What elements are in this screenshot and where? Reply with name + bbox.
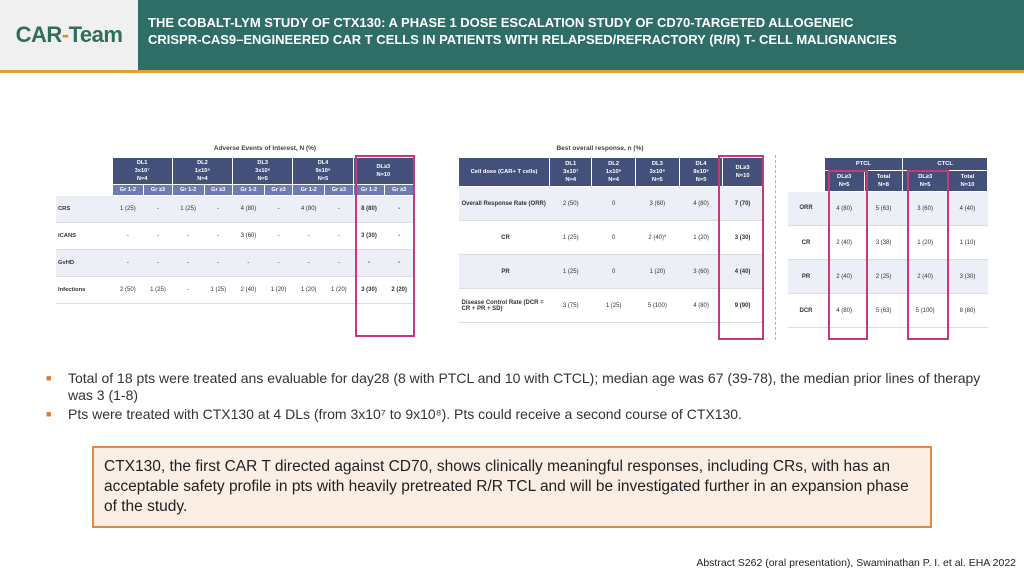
- pc-col: Total N=8: [863, 170, 904, 192]
- pc-col: DL≥3 N=5: [902, 170, 948, 192]
- adverse-events-table: DL1 3x10⁷ N=4 DL2 1x10⁸ N=4 DL3 3x10⁸ N=5 DL4 9…: [56, 157, 415, 304]
- table-row: DCR 4 (80) 5 (63) 5 (100) 8 (80): [788, 293, 988, 328]
- title-line-1: THE COBALT-LYM STUDY OF CTX130: A PHASE …: [148, 15, 854, 30]
- logo-box: CAR-Team: [0, 0, 138, 70]
- bor-col-dl1: DL1 3x10⁷ N=4: [548, 157, 593, 187]
- bullet-list: ■ Total of 18 pts were treated ans evalu…: [46, 370, 996, 425]
- list-item: ■ Pts were treated with CTX130 at 4 DLs …: [46, 406, 742, 422]
- title-line-2: CRISPR-CAS9–ENGINEERED CAR T CELLS IN PA…: [148, 32, 897, 47]
- bor-header-label: Cell dose (CAR+ T cells): [458, 157, 550, 187]
- ae-sub-gr3: Gr ≥3: [324, 184, 354, 196]
- ae-sub-gr3: Gr ≥3: [263, 184, 294, 196]
- ae-group-dl3: DL3 3x10⁸ N=5: [232, 157, 294, 185]
- ae-highlight-box: [355, 155, 415, 337]
- table-row: CRS 1 (25) - 1 (25) - 4 (80) - 4 (80) - 8 (8…: [56, 195, 414, 223]
- best-overall-response-table: Cell dose (CAR+ T cells) DL1 3x10⁷ N=4 DL2…: [458, 157, 763, 323]
- ae-sub-gr12: Gr 1-2: [292, 184, 326, 196]
- ae-corner: [56, 158, 112, 185]
- ptcl-header: PTCL: [823, 157, 904, 171]
- ae-sub-gr3: Gr ≥3: [203, 184, 234, 196]
- table-row: ORR 4 (80) 5 (63) 3 (60) 4 (40): [788, 191, 988, 226]
- ptcl-ctcl-table: PTCL CTCL DL≥3 N=5 Total N=8 DL≥3 N=5 Total…: [788, 157, 989, 328]
- citation: Abstract S262 (oral presentation), Swami…: [696, 557, 1016, 569]
- ctcl-header: CTCL: [902, 157, 988, 171]
- table-separator: [775, 155, 776, 340]
- bullet-square-icon: ■: [46, 409, 52, 419]
- bor-col-dl3: DL3 3x10⁸ N=5: [634, 157, 680, 187]
- ae-group-dl1: DL1 3x10⁷ N=4: [111, 157, 173, 185]
- ae-sub-gr3: Gr ≥3: [384, 184, 414, 196]
- ae-group-dl3plus: DL≥3 N=10: [352, 157, 415, 185]
- bor-col-dl4: DL4 9x10⁸ N=5: [678, 157, 724, 187]
- bor-table-caption: Best overall response, n (%): [556, 145, 644, 152]
- table-row: Overall Response Rate (ORR) 2 (50) 0 3 (6…: [458, 186, 763, 221]
- ae-table-caption: Adverse Events of Interest, N (%): [213, 145, 317, 152]
- table-row: Infections 2 (50) 1 (25) -1 (25) 2 (40) 1 …: [56, 276, 414, 304]
- table-row: PR 1 (25) 0 1 (20) 3 (60) 4 (40): [458, 254, 763, 289]
- table-row: CR 2 (40) 3 (38) 1 (20) 1 (10): [788, 225, 988, 260]
- ae-group-dl2: DL2 1x10⁸ N=4: [171, 157, 234, 185]
- ae-sub-gr12: Gr 1-2: [232, 184, 265, 196]
- header-bar: CAR-Team THE COBALT-LYM STUDY OF CTX130:…: [0, 0, 1024, 70]
- pc-col: Total N=10: [946, 170, 989, 192]
- slide-title: THE COBALT-LYM STUDY OF CTX130: A PHASE …: [138, 0, 1024, 70]
- ae-sub-gr12: Gr 1-2: [352, 184, 386, 196]
- title-underline: [0, 70, 1024, 73]
- bullet-square-icon: ■: [46, 373, 52, 383]
- table-row: GvHD -- -- -- -- --: [56, 249, 414, 277]
- conclusion-callout: CTX130, the first CAR T directed against…: [92, 446, 932, 528]
- ae-sub-gr12: Gr 1-2: [171, 184, 205, 196]
- ctcl-highlight-box: [907, 170, 949, 340]
- bor-col-dl2: DL2 1x10⁸ N=4: [591, 157, 636, 187]
- car-team-logo: CAR-Team: [15, 22, 123, 47]
- ae-sub-gr3: Gr ≥3: [143, 184, 173, 196]
- bor-highlight-box: [718, 155, 764, 340]
- table-row: CR 1 (25) 0 2 (40)* 1 (20) 3 (30): [458, 220, 763, 255]
- table-row: PR 2 (40) 2 (25) 2 (40) 3 (30): [788, 259, 988, 294]
- ptcl-highlight-box: [828, 170, 868, 340]
- table-row: Disease Control Rate (DCR = CR + PR + SD…: [458, 288, 763, 323]
- ae-group-dl4: DL4 9x10⁸ N=5: [292, 157, 354, 185]
- ae-sub-gr12: Gr 1-2: [111, 184, 145, 196]
- table-row: ICANS -- -- 3 (60) - -- 3 (30) -: [56, 222, 414, 250]
- list-item: ■ Total of 18 pts were treated ans evalu…: [46, 370, 981, 403]
